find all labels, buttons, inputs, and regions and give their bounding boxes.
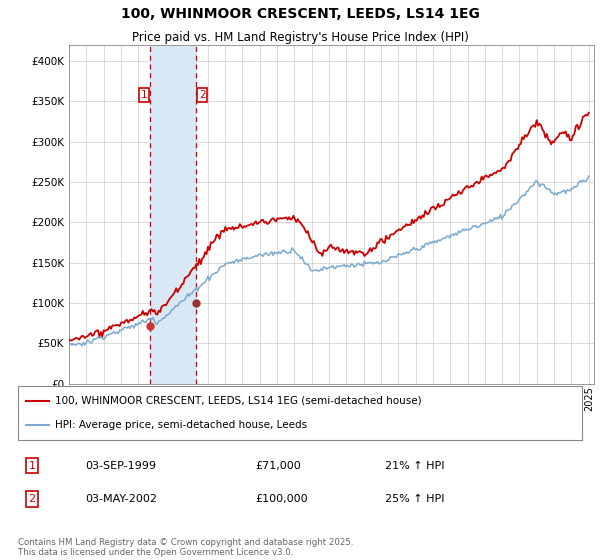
- Text: 100, WHINMOOR CRESCENT, LEEDS, LS14 1EG (semi-detached house): 100, WHINMOOR CRESCENT, LEEDS, LS14 1EG …: [55, 396, 421, 406]
- Text: 03-MAY-2002: 03-MAY-2002: [86, 494, 158, 504]
- Text: 03-SEP-1999: 03-SEP-1999: [86, 460, 157, 470]
- Bar: [150, 45, 196, 384]
- Text: 2: 2: [29, 494, 35, 504]
- Text: £100,000: £100,000: [255, 494, 308, 504]
- Text: 2: 2: [199, 90, 205, 100]
- Text: HPI: Average price, semi-detached house, Leeds: HPI: Average price, semi-detached house,…: [55, 420, 307, 430]
- Text: £71,000: £71,000: [255, 460, 301, 470]
- Text: 100, WHINMOOR CRESCENT, LEEDS, LS14 1EG: 100, WHINMOOR CRESCENT, LEEDS, LS14 1EG: [121, 7, 479, 21]
- Text: Price paid vs. HM Land Registry's House Price Index (HPI): Price paid vs. HM Land Registry's House …: [131, 31, 469, 44]
- Text: Contains HM Land Registry data © Crown copyright and database right 2025.
This d: Contains HM Land Registry data © Crown c…: [18, 538, 353, 557]
- Text: 1: 1: [29, 460, 35, 470]
- FancyBboxPatch shape: [18, 386, 582, 440]
- Text: 25% ↑ HPI: 25% ↑ HPI: [385, 494, 444, 504]
- Text: 1: 1: [140, 90, 148, 100]
- Text: 21% ↑ HPI: 21% ↑ HPI: [385, 460, 444, 470]
